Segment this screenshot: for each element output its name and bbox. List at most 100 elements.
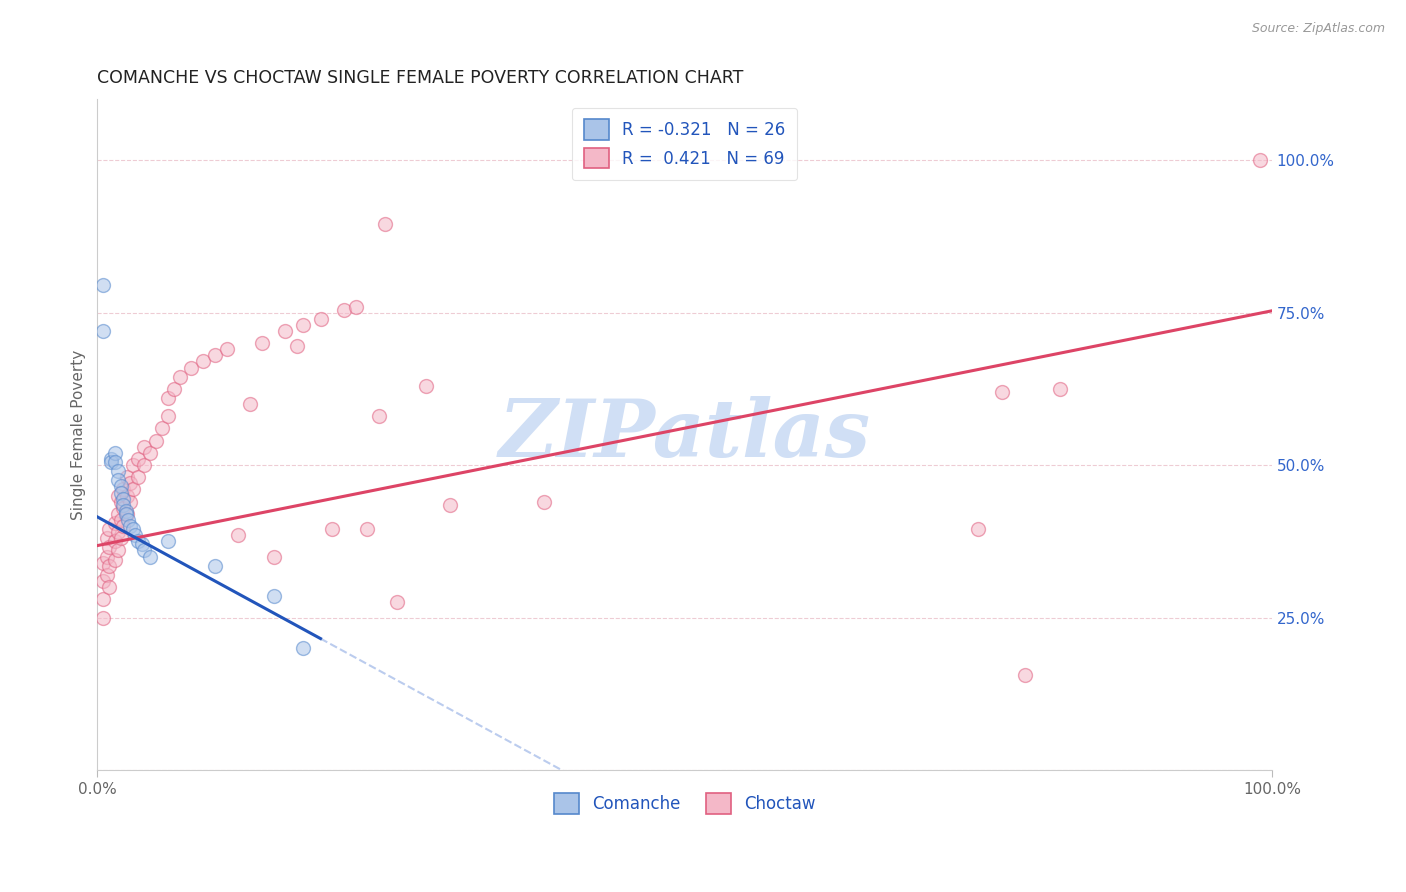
Point	[91, 556, 114, 570]
Point	[127, 534, 149, 549]
Y-axis label: Single Female Poverty: Single Female Poverty	[72, 350, 86, 520]
Point	[114, 507, 136, 521]
Point	[110, 494, 132, 508]
Point	[309, 311, 332, 326]
Point	[117, 513, 139, 527]
Point	[121, 483, 143, 497]
Point	[250, 336, 273, 351]
Point	[112, 519, 135, 533]
Point	[98, 522, 121, 536]
Point	[321, 522, 343, 536]
Point	[121, 522, 143, 536]
Point	[91, 610, 114, 624]
Point	[107, 473, 129, 487]
Point	[104, 552, 127, 566]
Text: Source: ZipAtlas.com: Source: ZipAtlas.com	[1251, 22, 1385, 36]
Point	[215, 342, 238, 356]
Point	[139, 549, 162, 564]
Point	[134, 440, 156, 454]
Point	[156, 534, 179, 549]
Point	[96, 549, 118, 564]
Point	[104, 516, 127, 530]
Point	[114, 504, 136, 518]
Point	[98, 558, 121, 573]
Point	[169, 369, 191, 384]
Point	[134, 543, 156, 558]
Point	[112, 498, 135, 512]
Point	[415, 379, 437, 393]
Text: COMANCHE VS CHOCTAW SINGLE FEMALE POVERTY CORRELATION CHART: COMANCHE VS CHOCTAW SINGLE FEMALE POVERT…	[97, 69, 744, 87]
Point	[120, 476, 142, 491]
Point	[107, 464, 129, 478]
Point	[1049, 382, 1071, 396]
Point	[990, 384, 1012, 399]
Point	[107, 525, 129, 540]
Point	[967, 522, 990, 536]
Point	[107, 489, 129, 503]
Point	[163, 382, 186, 396]
Point	[112, 500, 135, 515]
Point	[356, 522, 378, 536]
Point	[104, 534, 127, 549]
Point	[139, 446, 162, 460]
Point	[91, 278, 114, 293]
Point	[120, 494, 142, 508]
Point	[104, 446, 127, 460]
Point	[91, 592, 114, 607]
Point	[204, 348, 226, 362]
Point	[239, 397, 262, 411]
Point	[96, 531, 118, 545]
Point	[439, 498, 461, 512]
Point	[156, 391, 179, 405]
Point	[274, 324, 297, 338]
Point	[204, 558, 226, 573]
Point	[98, 580, 121, 594]
Point	[124, 528, 146, 542]
Point	[115, 489, 138, 503]
Point	[127, 470, 149, 484]
Point	[107, 543, 129, 558]
Point	[112, 483, 135, 497]
Point	[96, 567, 118, 582]
Legend: Comanche, Choctaw: Comanche, Choctaw	[546, 785, 824, 822]
Point	[110, 485, 132, 500]
Point	[110, 531, 132, 545]
Point	[100, 455, 122, 469]
Point	[150, 421, 173, 435]
Point	[191, 354, 214, 368]
Point	[263, 589, 285, 603]
Point	[110, 513, 132, 527]
Point	[91, 574, 114, 588]
Point	[145, 434, 167, 448]
Point	[110, 479, 132, 493]
Point	[127, 452, 149, 467]
Point	[333, 302, 356, 317]
Point	[121, 458, 143, 472]
Point	[115, 470, 138, 484]
Point	[291, 318, 314, 332]
Point	[115, 507, 138, 521]
Point	[1249, 153, 1271, 168]
Point	[291, 640, 314, 655]
Point	[263, 549, 285, 564]
Text: ZIPatlas: ZIPatlas	[499, 396, 870, 474]
Point	[100, 452, 122, 467]
Point	[1014, 668, 1036, 682]
Point	[107, 507, 129, 521]
Point	[134, 458, 156, 472]
Point	[285, 339, 308, 353]
Point	[120, 519, 142, 533]
Point	[156, 409, 179, 424]
Point	[180, 360, 202, 375]
Point	[98, 541, 121, 555]
Point	[112, 491, 135, 506]
Point	[374, 217, 396, 231]
Point	[368, 409, 391, 424]
Point	[104, 455, 127, 469]
Point	[533, 494, 555, 508]
Point	[131, 537, 153, 551]
Point	[385, 595, 408, 609]
Point	[344, 300, 367, 314]
Point	[226, 528, 249, 542]
Point	[91, 324, 114, 338]
